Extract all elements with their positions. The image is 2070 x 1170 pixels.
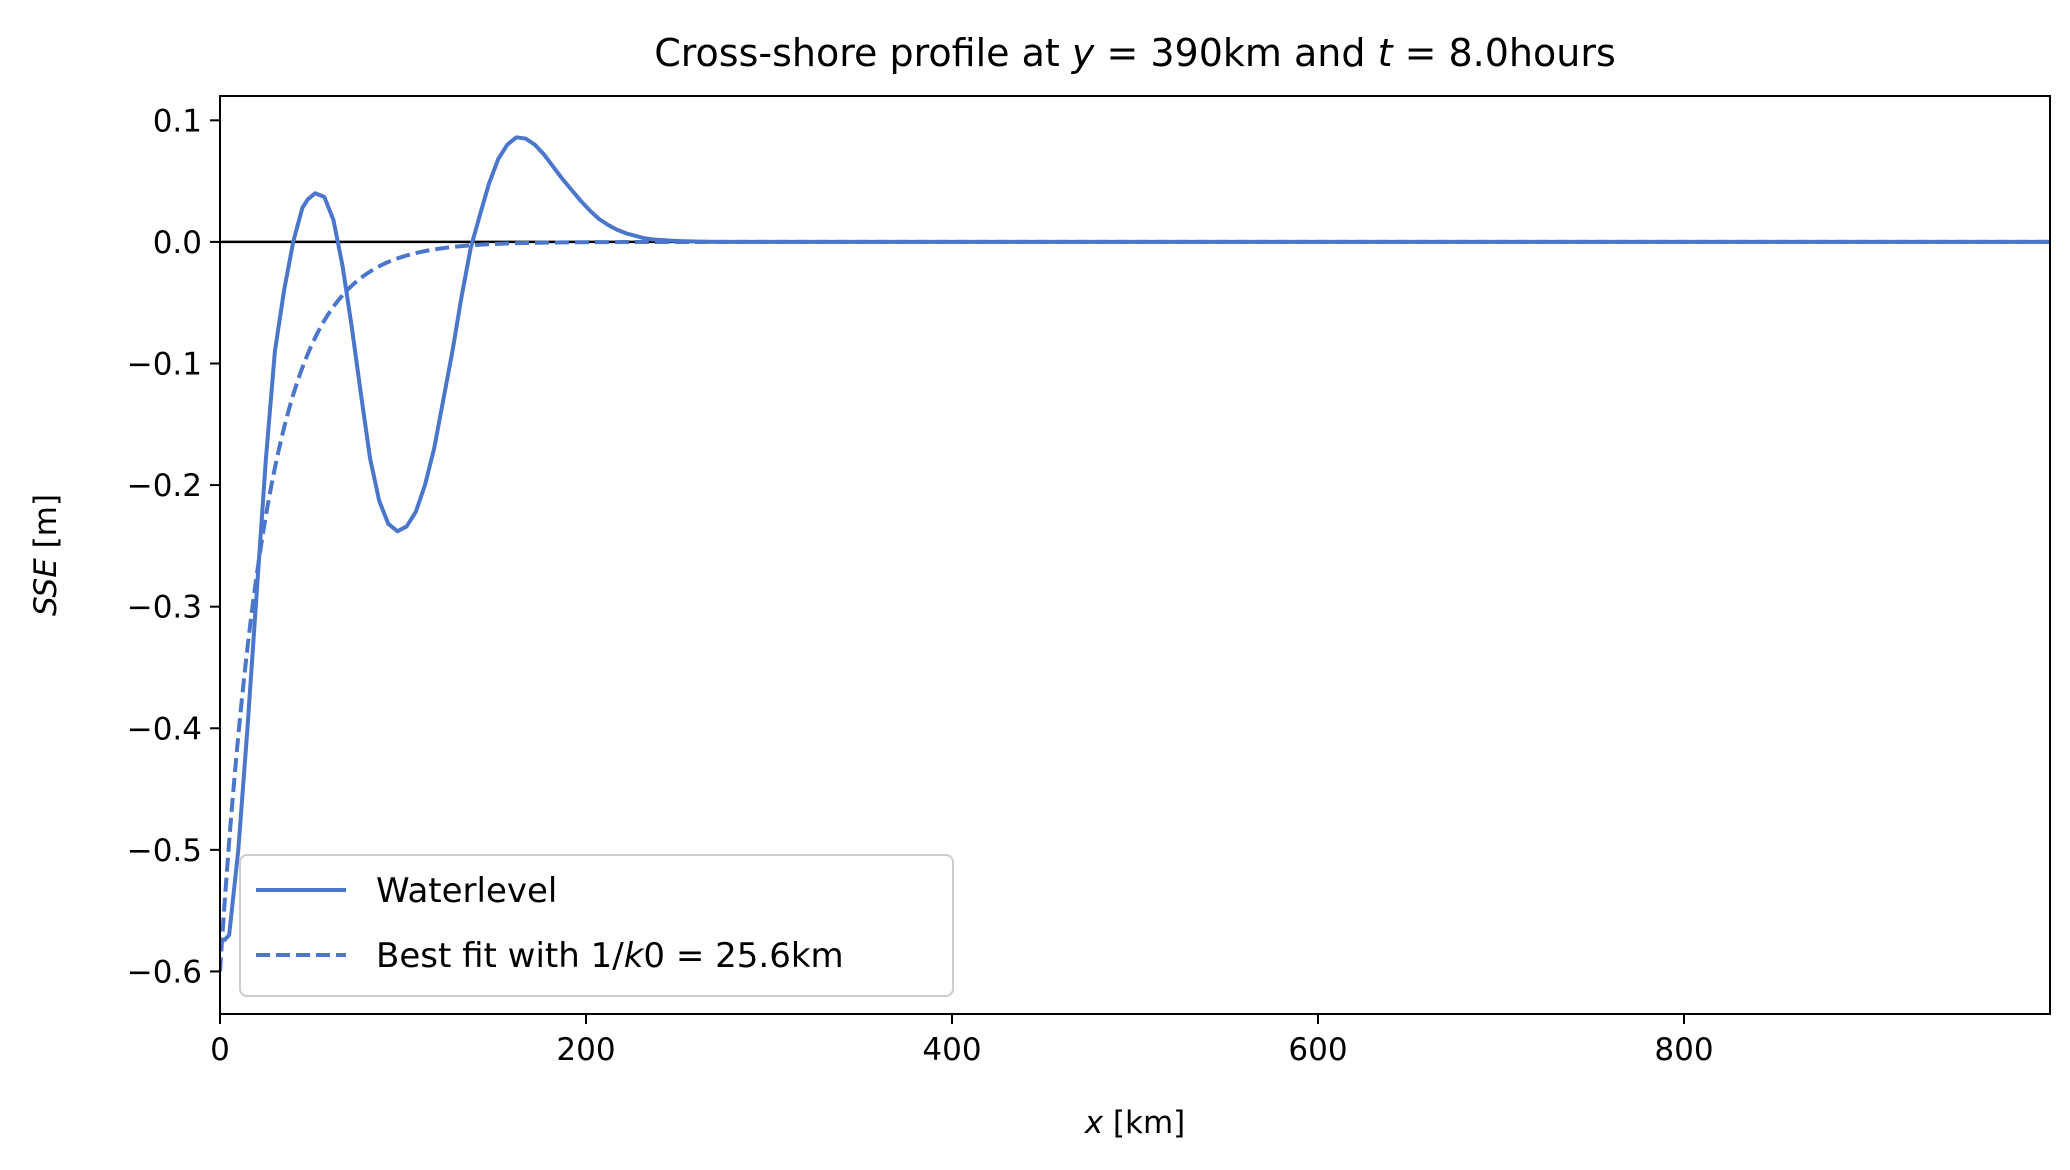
x-axis-ticks: 0 200 400 600 800 (210, 1014, 1714, 1068)
y-tick-label: −0.4 (127, 711, 202, 747)
y-tick-label: −0.6 (127, 954, 202, 990)
chart-title: Cross-shore profile at y = 390km and t =… (654, 31, 1616, 75)
y-axis-ticks: 0.1 0.0 −0.1 −0.2 −0.3 −0.4 −0.5 −0.6 (127, 103, 220, 990)
x-axis-label: x [km] (1084, 1105, 1186, 1141)
y-tick-label: −0.2 (127, 468, 202, 504)
legend-box (239, 854, 954, 997)
y-tick-label: 0.1 (153, 103, 202, 139)
y-tick-label: −0.1 (127, 346, 202, 382)
legend-label-waterlevel: Waterlevel (376, 871, 557, 911)
x-tick-label: 0 (210, 1032, 230, 1068)
y-tick-label: −0.3 (127, 590, 202, 626)
legend: Waterlevel Best fit with 1/k0 = 25.6km (239, 854, 954, 997)
x-tick-label: 600 (1288, 1032, 1347, 1068)
y-tick-label: −0.5 (127, 833, 202, 869)
x-tick-label: 800 (1654, 1032, 1713, 1068)
plot-frame (219, 95, 2051, 1015)
y-axis-label: SSE [m] (28, 494, 64, 616)
x-tick-label: 400 (922, 1032, 981, 1068)
y-tick-label: 0.0 (153, 225, 202, 261)
series-line-waterlevel (222, 135, 2050, 943)
legend-label-best-fit: Best fit with 1/k0 = 25.6km (376, 936, 844, 976)
x-tick-label: 200 (556, 1032, 615, 1068)
series-line-best-fit (220, 239, 2050, 972)
series-layer (220, 135, 2050, 972)
